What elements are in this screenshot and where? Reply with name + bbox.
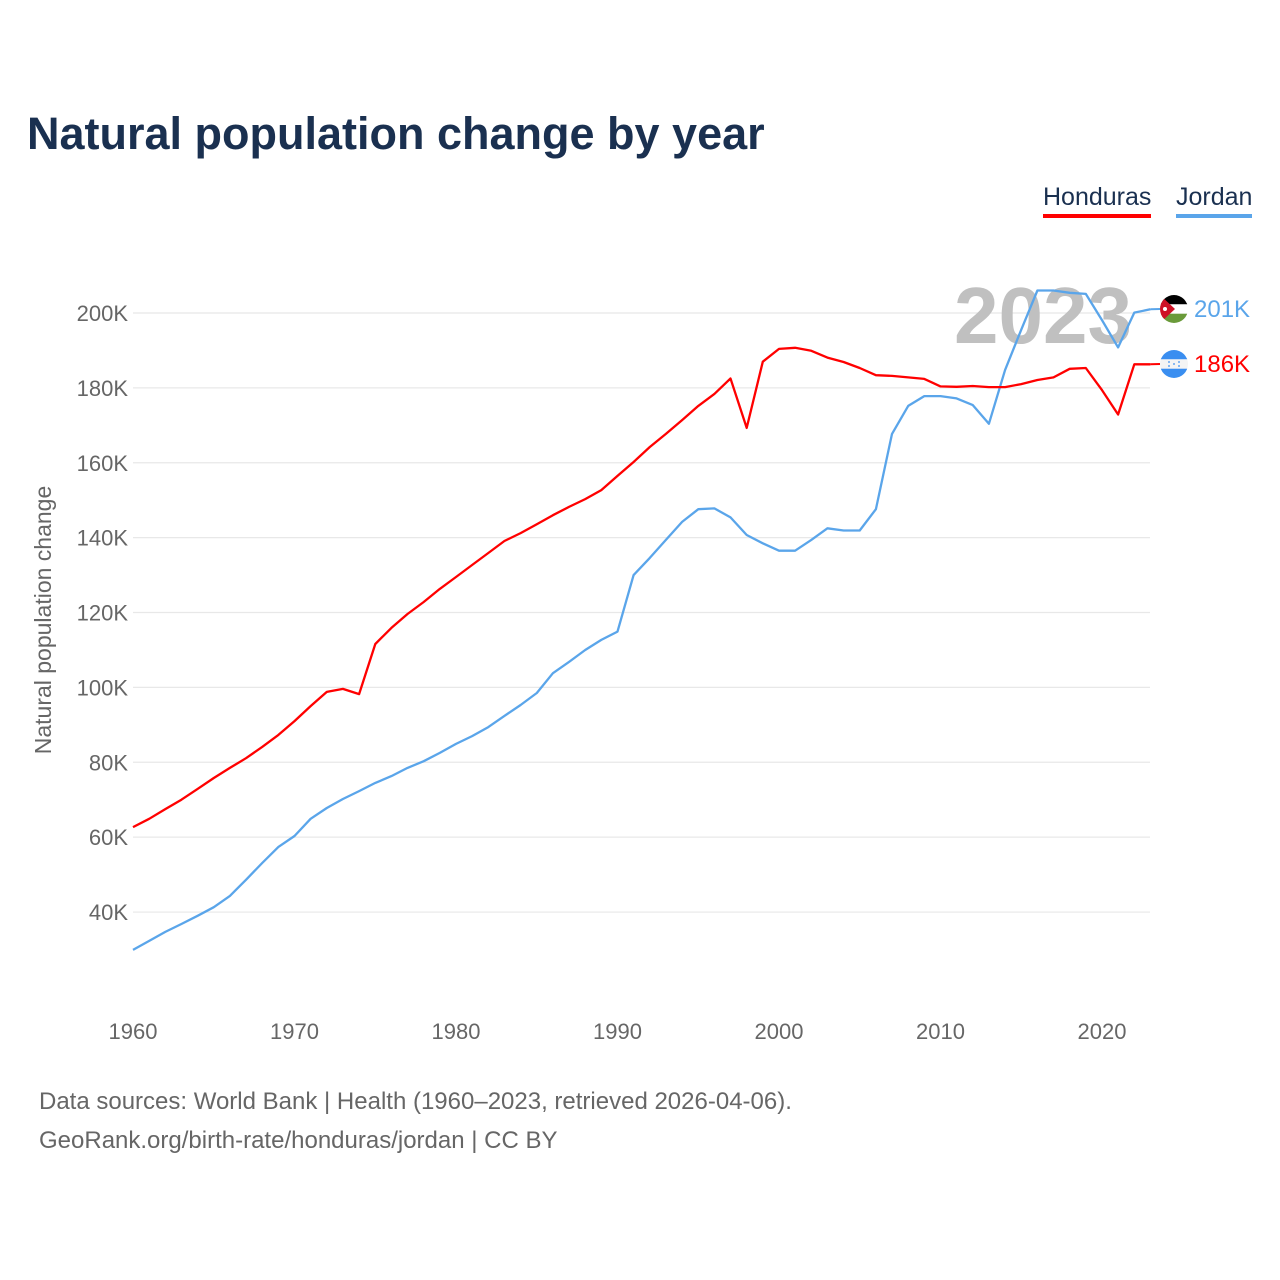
- series-line-honduras: [132, 346, 1151, 829]
- series-line-jordan: [132, 289, 1151, 951]
- legend-label-honduras: Honduras: [1043, 183, 1152, 211]
- jordan-flag-icon: [1160, 295, 1188, 323]
- y-tick-label: 80K: [89, 750, 128, 775]
- y-axis-label: Natural population change: [30, 486, 56, 755]
- y-tick-label: 140K: [77, 526, 129, 551]
- x-tick-label: 1970: [270, 1019, 319, 1044]
- legend-item-honduras[interactable]: Honduras: [1043, 183, 1152, 218]
- x-tick-label: 1980: [432, 1019, 481, 1044]
- x-tick-label: 2020: [1078, 1019, 1127, 1044]
- y-tick-label: 120K: [77, 601, 129, 626]
- footer-sources: Data sources: World Bank | Health (1960–…: [39, 1088, 792, 1115]
- year-watermark: 2023: [954, 271, 1132, 360]
- x-tick-label: 1960: [109, 1019, 158, 1044]
- x-tick-label: 2010: [916, 1019, 965, 1044]
- y-tick-label: 200K: [77, 301, 129, 326]
- x-tick-label: 1990: [593, 1019, 642, 1044]
- y-tick-label: 160K: [77, 451, 129, 476]
- footer-attribution[interactable]: GeoRank.org/birth-rate/honduras/jordan |…: [39, 1127, 558, 1154]
- legend-label-jordan: Jordan: [1176, 183, 1253, 211]
- legend-item-jordan[interactable]: Jordan: [1176, 183, 1253, 218]
- chart-title: Natural population change by year: [27, 108, 765, 159]
- end-value-label-jordan: 201K: [1194, 296, 1250, 323]
- y-tick-label: 100K: [77, 675, 129, 700]
- y-tick-label: 180K: [77, 376, 129, 401]
- y-tick-label: 40K: [89, 900, 128, 925]
- honduras-flag-icon: [1160, 350, 1188, 378]
- y-tick-label: 60K: [89, 825, 128, 850]
- x-tick-label: 2000: [755, 1019, 804, 1044]
- end-value-label-honduras: 186K: [1194, 351, 1250, 378]
